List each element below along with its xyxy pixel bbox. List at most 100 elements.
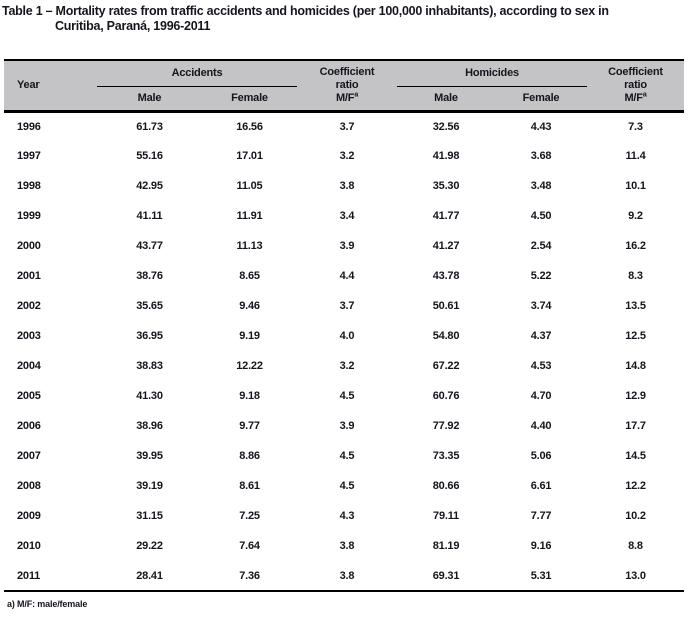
accidents-female-cell: 7.36 <box>202 561 297 592</box>
homicides-group-header: Homicides <box>397 60 587 87</box>
accidents-female-cell: 9.46 <box>239 300 260 312</box>
accidents-male-cell: 38.83 <box>136 360 163 372</box>
table-body: 1996 61.73 16.56 3.7 32.56 4.43 7.3 1997… <box>4 111 684 592</box>
homicides-ratio-cell: 9.2 <box>628 210 643 222</box>
accidents-female-cell: 8.61 <box>239 480 260 492</box>
table-row: 2009 31.15 7.25 4.3 79.11 7.77 10.2 <box>4 501 684 531</box>
year-cell: 2008 <box>17 480 41 492</box>
homicides-male-cell: 54.80 <box>432 330 460 342</box>
homicides-ratio-cell: 12.2 <box>625 480 646 492</box>
homicides-male-cell: 60.76 <box>432 390 460 402</box>
table-row: 1998 42.95 11.05 3.8 35.30 3.48 10.1 <box>4 171 684 201</box>
accidents-ratio-cell: 4.3 <box>339 510 355 522</box>
homicides-male-cell: 32.56 <box>432 120 460 133</box>
homicides-female-cell: 5.31 <box>495 561 587 592</box>
homicides-female-cell: 3.74 <box>530 300 552 312</box>
homicides-male-cell: 50.61 <box>432 300 460 312</box>
year-cell: 2006 <box>17 420 41 432</box>
table-row: 1997 55.16 17.01 3.2 41.98 3.68 11.4 <box>4 141 684 171</box>
accidents-male-cell: 38.76 <box>136 270 163 282</box>
year-cell: 2001 <box>17 270 41 282</box>
table-row: 2006 38.96 9.77 3.9 77.92 4.40 17.7 <box>4 411 684 441</box>
accidents-male-cell: 28.41 <box>97 561 202 592</box>
accidents-female-cell: 16.56 <box>236 120 263 133</box>
homicides-male-cell: 41.27 <box>432 240 460 252</box>
table-title: Table 1 – Mortality rates from traffic a… <box>2 4 686 34</box>
homicides-female-cell: 6.61 <box>530 480 552 492</box>
table-title-line2: Curitiba, Paraná, 1996-2011 <box>55 19 211 33</box>
ratio-word: ratio <box>335 78 359 91</box>
homicides-female-cell: 5.06 <box>530 450 552 462</box>
homicides-female-cell: 3.48 <box>530 180 552 192</box>
accidents-ratio-cell: 3.2 <box>339 360 355 372</box>
homicides-male-cell: 79.11 <box>433 510 459 522</box>
homicides-male-header: Male <box>397 86 495 113</box>
accidents-male-cell: 39.95 <box>136 450 163 462</box>
ratio-word: ratio <box>624 78 647 91</box>
year-cell: 2009 <box>17 510 41 522</box>
homicides-ratio-cell: 13.5 <box>625 300 646 312</box>
superscript-a: a <box>642 91 647 99</box>
accidents-ratio-cell: 3.8 <box>339 540 355 552</box>
homicides-ratio-cell: 11.4 <box>625 150 646 162</box>
accidents-male-cell: 43.77 <box>136 240 163 252</box>
year-cell: 2007 <box>17 450 41 462</box>
accidents-male-cell: 29.22 <box>136 540 163 552</box>
accidents-female-cell: 11.13 <box>236 240 263 252</box>
accidents-female-cell: 9.19 <box>239 330 260 342</box>
table-row: 1999 41.11 11.91 3.4 41.77 4.50 9.2 <box>4 201 684 231</box>
accidents-ratio-cell: 3.9 <box>339 420 355 432</box>
accidents-female-header: Female <box>202 86 297 113</box>
coefficient-word: Coefficient <box>608 65 663 78</box>
homicides-male-cell: 41.77 <box>432 210 460 222</box>
accidents-male-cell: 61.73 <box>136 120 163 133</box>
mf-word: M/Fa <box>624 91 647 104</box>
accidents-ratio-cell: 4.4 <box>339 270 355 282</box>
accidents-group-header: Accidents <box>97 60 297 87</box>
table-row: 2010 29.22 7.64 3.8 81.19 9.16 8.8 <box>4 531 684 561</box>
homicides-female-cell: 3.68 <box>530 150 552 162</box>
table-row: 2002 35.65 9.46 3.7 50.61 3.74 13.5 <box>4 291 684 321</box>
homicides-ratio-cell: 12.5 <box>625 330 646 342</box>
year-cell: 2011 <box>4 561 97 592</box>
homicides-ratio-cell: 10.1 <box>625 180 646 192</box>
accidents-ratio-cell: 3.2 <box>339 150 355 162</box>
table-row: 2007 39.95 8.86 4.5 73.35 5.06 14.5 <box>4 441 684 471</box>
accidents-male-cell: 38.96 <box>136 420 163 432</box>
accidents-male-cell: 41.30 <box>136 390 163 402</box>
homicides-ratio-cell: 17.7 <box>625 420 646 432</box>
accidents-female-cell: 8.86 <box>239 450 260 462</box>
year-cell: 1997 <box>17 150 41 162</box>
table-row: 2005 41.30 9.18 4.5 60.76 4.70 12.9 <box>4 381 684 411</box>
accidents-male-cell: 35.65 <box>136 300 163 312</box>
year-cell: 1996 <box>17 120 41 133</box>
accidents-female-cell: 17.01 <box>236 150 263 162</box>
table-title-line1: Table 1 – Mortality rates from traffic a… <box>2 4 609 18</box>
homicides-female-cell: 5.22 <box>530 270 552 282</box>
accidents-ratio-cell: 3.4 <box>339 210 355 222</box>
accidents-male-cell: 36.95 <box>136 330 163 342</box>
homicides-ratio-cell: 14.8 <box>625 360 646 372</box>
homicides-male-cell: 81.19 <box>432 540 460 552</box>
accidents-male-cell: 55.16 <box>136 150 163 162</box>
accidents-male-cell: 42.95 <box>136 180 163 192</box>
homicides-ratio-cell: 16.2 <box>625 240 646 252</box>
homicides-female-cell: 4.70 <box>530 390 552 402</box>
homicides-male-cell: 73.35 <box>432 450 460 462</box>
header-sub-row: Male Female Male Female <box>4 86 684 113</box>
homicides-ratio-cell: 8.3 <box>628 270 643 282</box>
year-cell: 2000 <box>17 240 41 252</box>
homicides-female-cell: 2.54 <box>530 240 552 252</box>
table-header: Year Accidents Coefficient ratio M/Fa Ho… <box>4 60 684 113</box>
accidents-female-cell: 8.65 <box>239 270 260 282</box>
accidents-ratio-cell: 3.7 <box>339 300 355 312</box>
homicides-male-cell: 67.22 <box>432 360 460 372</box>
homicides-ratio-cell: 7.3 <box>628 120 643 133</box>
homicides-female-cell: 4.43 <box>530 120 552 133</box>
mf-word: M/Fa <box>335 91 359 104</box>
year-column-header: Year <box>4 60 97 113</box>
homicides-female-header: Female <box>495 86 587 113</box>
accidents-ratio-cell: 3.8 <box>297 561 397 592</box>
table-row: 2008 39.19 8.61 4.5 80.66 6.61 12.2 <box>4 471 684 501</box>
header-group-row: Year Accidents Coefficient ratio M/Fa Ho… <box>4 60 684 113</box>
